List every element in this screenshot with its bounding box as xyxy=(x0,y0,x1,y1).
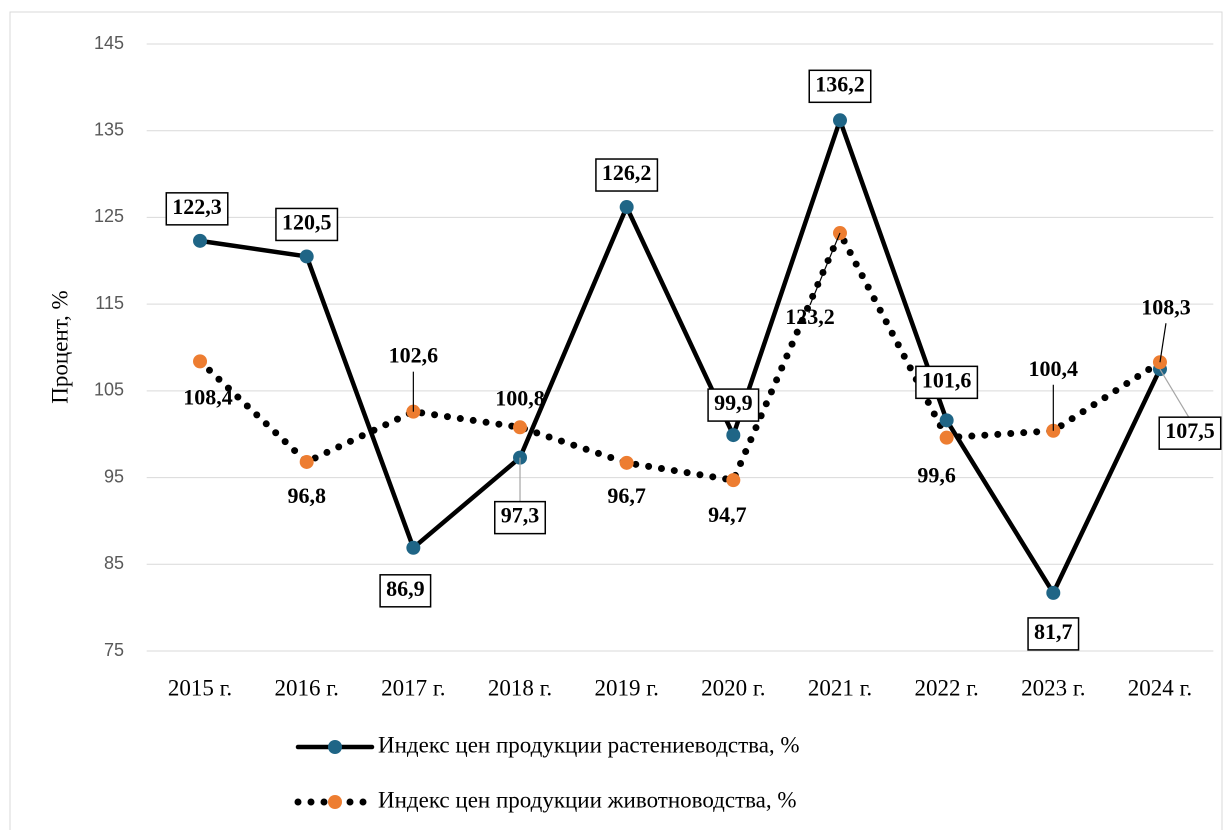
data-label: 99,9 xyxy=(714,390,753,415)
y-tick-label: 85 xyxy=(104,553,124,573)
data-label-box xyxy=(275,207,339,242)
data-label: 108,4 xyxy=(183,384,233,409)
data-label-group: 97,3 xyxy=(494,500,547,535)
series-line xyxy=(197,118,1163,596)
y-tick-label: 125 xyxy=(94,206,124,226)
data-label: 81,7 xyxy=(1034,619,1073,644)
data-label-group: 102,6 xyxy=(389,343,439,368)
x-tick-label: 2021 г. xyxy=(808,675,872,700)
data-label-group: 99,6 xyxy=(917,463,956,488)
data-label: 97,3 xyxy=(501,503,540,528)
data-label-group: 100,4 xyxy=(1029,356,1079,381)
data-label: 100,8 xyxy=(495,385,545,410)
data-label-group: 123,2 xyxy=(785,304,835,329)
y-tick-label: 105 xyxy=(94,380,124,400)
legend-marker xyxy=(328,795,342,809)
data-label-box xyxy=(808,69,872,104)
y-tick-label: 115 xyxy=(95,293,124,313)
data-label: 136,2 xyxy=(815,71,865,96)
data-label: 107,5 xyxy=(1165,418,1215,443)
data-label-box xyxy=(165,192,229,226)
data-label-group: 99,9 xyxy=(707,388,760,422)
data-label-group: 96,7 xyxy=(607,483,646,508)
data-label-group: 100,8 xyxy=(495,385,545,410)
data-label: 122,3 xyxy=(172,194,222,219)
data-label-group: 126,2 xyxy=(595,158,659,192)
data-label-group: 101,6 xyxy=(915,365,979,400)
marker xyxy=(832,113,847,128)
x-tick-label: 2018 г. xyxy=(488,675,552,700)
y-tick-label: 95 xyxy=(104,466,124,486)
data-label-box xyxy=(915,365,979,400)
marker xyxy=(1046,585,1061,600)
data-label-group: 96,8 xyxy=(287,483,326,508)
legend-marker xyxy=(328,740,342,754)
legend-label: Индекс цен продукции растениеводства, % xyxy=(378,732,800,757)
data-label-group: 136,2 xyxy=(808,69,872,104)
leader-line xyxy=(1159,323,1167,363)
x-tick-label: 2023 г. xyxy=(1021,675,1085,700)
x-tick-label: 2019 г. xyxy=(594,675,658,700)
marker xyxy=(619,455,634,470)
data-label-box xyxy=(595,158,659,192)
data-label-group: 94,7 xyxy=(708,502,747,527)
y-tick-label: 75 xyxy=(104,640,124,660)
data-label-group: 81,7 xyxy=(1027,617,1080,651)
x-tick-label: 2022 г. xyxy=(914,675,978,700)
x-tick-label: 2020 г. xyxy=(701,675,765,700)
x-tick-label: 2024 г. xyxy=(1128,675,1192,700)
data-label-group: 122,3 xyxy=(165,192,229,226)
data-label: 96,8 xyxy=(287,483,326,508)
data-label-box xyxy=(494,500,547,535)
y-tick-label: 135 xyxy=(94,119,124,139)
data-label: 96,7 xyxy=(607,483,646,508)
marker xyxy=(406,540,421,555)
legend-label: Индекс цен продукции животноводства, % xyxy=(378,787,797,812)
marker xyxy=(726,428,741,443)
leader-line xyxy=(809,232,841,306)
data-label-group: 120,5 xyxy=(275,207,339,242)
data-label-box xyxy=(379,574,432,608)
marker xyxy=(299,249,314,264)
data-label-box xyxy=(1158,416,1222,450)
marker xyxy=(939,413,954,428)
data-label: 108,3 xyxy=(1141,294,1191,319)
data-label: 123,2 xyxy=(785,304,835,329)
marker xyxy=(299,454,314,469)
data-label-box xyxy=(707,388,760,422)
y-axis-label: Процент, % xyxy=(47,290,72,403)
data-label: 101,6 xyxy=(922,367,972,392)
data-label-group: 108,4 xyxy=(183,384,233,409)
marker xyxy=(193,354,208,369)
chart-border xyxy=(9,11,1223,830)
series-line xyxy=(196,229,1164,484)
x-tick-label: 2016 г. xyxy=(275,675,339,700)
y-tick-label: 145 xyxy=(94,33,124,53)
data-label-box xyxy=(1027,617,1080,651)
data-label: 94,7 xyxy=(708,502,747,527)
marker xyxy=(939,430,954,445)
marker xyxy=(726,473,741,488)
marker xyxy=(619,200,634,215)
marker xyxy=(193,233,208,248)
data-label-group: 86,9 xyxy=(379,574,432,608)
leader-line xyxy=(1159,368,1191,420)
marker xyxy=(513,420,528,435)
data-label: 86,9 xyxy=(386,576,425,601)
data-label: 99,6 xyxy=(917,463,956,488)
data-label: 126,2 xyxy=(602,160,652,185)
data-label: 102,6 xyxy=(389,343,439,368)
data-label-group: 108,3 xyxy=(1141,294,1191,319)
data-label-group: 107,5 xyxy=(1158,416,1222,450)
data-label: 120,5 xyxy=(282,209,332,234)
x-tick-label: 2017 г. xyxy=(381,675,445,700)
x-tick-label: 2015 г. xyxy=(168,675,232,700)
data-label: 100,4 xyxy=(1029,356,1079,381)
